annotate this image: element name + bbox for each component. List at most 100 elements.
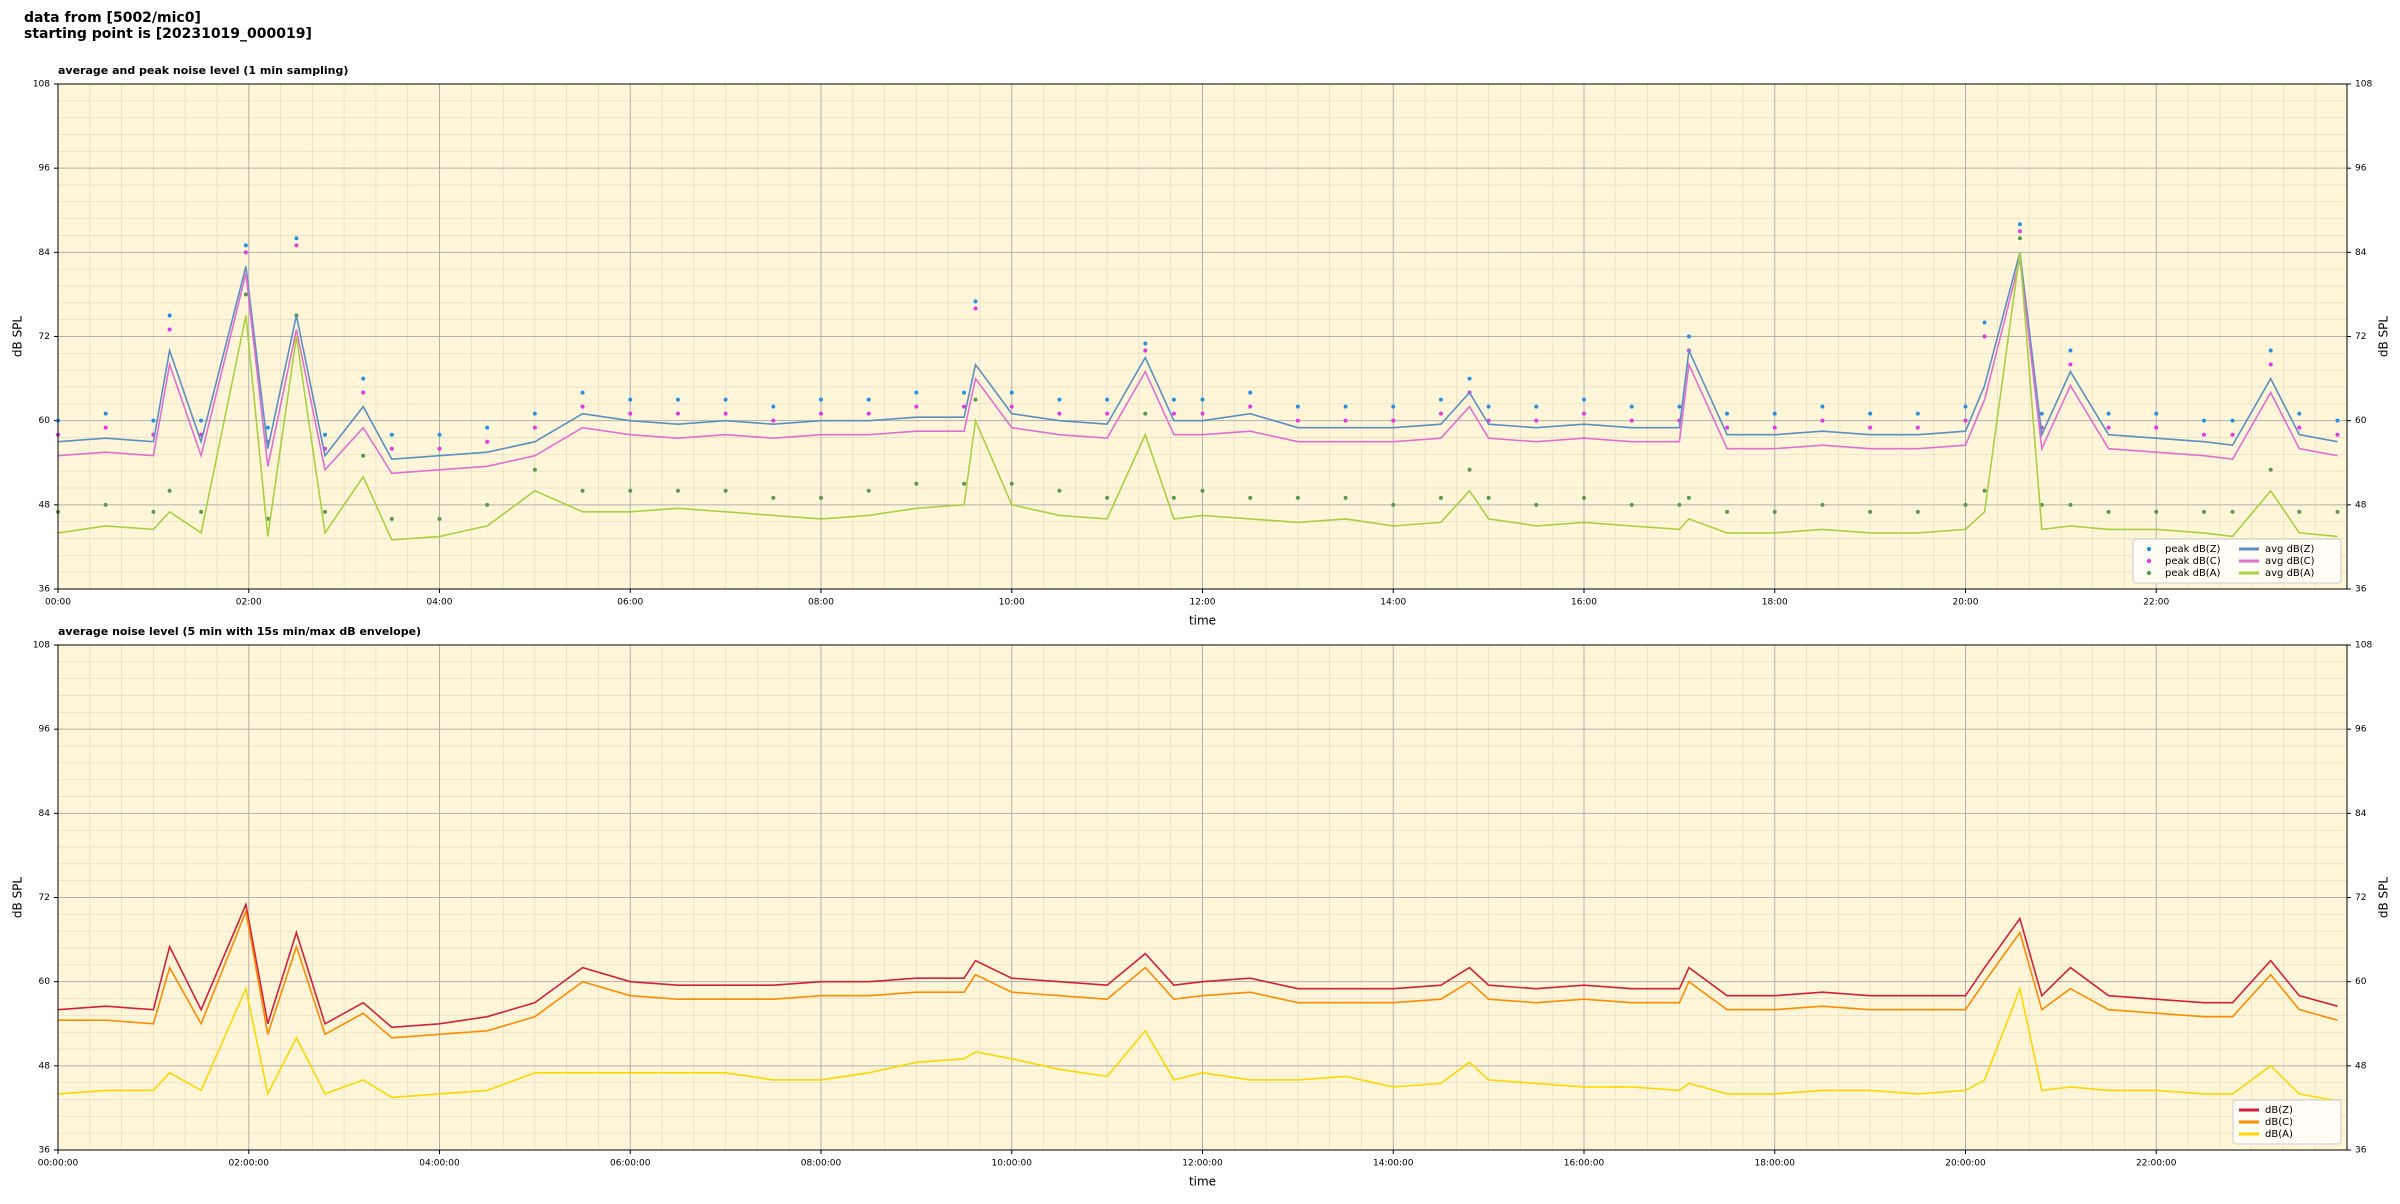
chart: average noise level (5 min with 15s min/…	[11, 625, 2391, 1189]
peak-point	[2154, 411, 2159, 416]
peak-point	[1438, 411, 1443, 416]
peak-point	[2230, 509, 2235, 514]
series-line	[57, 252, 2338, 461]
y-tick-label: 84	[39, 809, 51, 819]
peak-point	[323, 509, 328, 514]
peak-point	[2297, 425, 2302, 430]
peak-point	[1772, 411, 1777, 416]
peak-point	[914, 404, 919, 409]
peak-point	[1171, 411, 1176, 416]
peak-point	[1820, 418, 1825, 423]
peak-point	[628, 411, 633, 416]
peak-point	[2154, 425, 2159, 430]
peak-point	[1105, 397, 1110, 402]
peak-point	[1772, 509, 1777, 514]
legend-box	[2232, 1099, 2342, 1145]
peak-point	[1143, 348, 1148, 353]
y-axis-label-right: dB SPL	[2377, 877, 2391, 919]
y-tick-label-right: 60	[2355, 977, 2367, 987]
peak-point	[1343, 404, 1348, 409]
peak-point	[723, 488, 728, 493]
peak-point	[2017, 222, 2022, 227]
legend-box	[2132, 538, 2342, 584]
peak-point	[1868, 509, 1873, 514]
peak-point	[1534, 418, 1539, 423]
peak-point	[532, 425, 537, 430]
peak-point	[2268, 467, 2273, 472]
x-tick-label: 20:00:00	[1945, 1159, 1986, 1169]
peak-point	[1982, 320, 1987, 325]
peak-point	[973, 397, 978, 402]
peak-point	[167, 313, 172, 318]
peak-point	[2106, 411, 2111, 416]
peak-point	[1915, 509, 1920, 514]
peak-point	[723, 411, 728, 416]
y-tick-label-right: 72	[2355, 893, 2366, 903]
x-tick-label: 12:00:00	[1182, 1159, 1223, 1169]
peak-point	[1582, 397, 1586, 402]
peak-point	[389, 516, 394, 521]
peak-point	[1200, 488, 1205, 493]
peak-point	[628, 397, 633, 402]
peak-point	[485, 439, 490, 444]
legend-label: peak dB(A)	[2165, 568, 2221, 579]
x-tick-label: 06:00:00	[610, 1159, 651, 1169]
peak-point	[675, 397, 680, 402]
y-tick-label: 72	[39, 332, 50, 342]
peak-point	[914, 481, 919, 486]
x-tick-label: 16:00	[1571, 598, 1597, 608]
peak-point	[1772, 425, 1777, 430]
peak-point	[323, 432, 328, 437]
peak-point	[151, 509, 156, 514]
peak-point	[1963, 418, 1968, 423]
peak-point	[151, 418, 156, 423]
peak-point	[1343, 418, 1348, 423]
legend-label: peak dB(C)	[2165, 556, 2221, 567]
peak-point	[389, 446, 394, 451]
peak-point	[1686, 334, 1691, 339]
legend-label: avg dB(Z)	[2265, 544, 2315, 555]
peak-point	[1343, 495, 1348, 500]
peak-point	[819, 495, 823, 500]
peak-point	[103, 502, 108, 507]
peak-point	[2335, 418, 2340, 423]
y-tick-label-right: 96	[2355, 725, 2367, 735]
x-tick-label: 08:00:00	[801, 1159, 842, 1169]
x-tick-label: 12:00	[1190, 598, 1216, 608]
series-line	[58, 908, 2338, 1039]
peak-point	[1057, 411, 1062, 416]
peak-point	[103, 411, 108, 416]
peak-point	[973, 299, 978, 304]
peak-point	[437, 432, 442, 437]
x-tick-label: 20:00	[1953, 598, 1979, 608]
y-tick-label: 108	[33, 641, 50, 651]
x-tick-label: 04:00:00	[419, 1159, 460, 1169]
peak-point	[1009, 481, 1014, 486]
x-tick-label: 00:00	[45, 598, 71, 608]
peak-point	[2106, 425, 2111, 430]
peak-point	[771, 418, 776, 423]
legend-label: avg dB(C)	[2265, 556, 2315, 567]
peak-point	[1582, 495, 1586, 500]
y-tick-label: 72	[39, 893, 50, 903]
y-tick-label-right: 36	[2355, 1146, 2367, 1156]
peak-point	[1248, 495, 1253, 500]
peak-point	[1820, 404, 1825, 409]
y-tick-label: 36	[39, 585, 51, 595]
x-tick-label: 08:00	[808, 598, 834, 608]
series-line	[57, 901, 2338, 1029]
peak-point	[485, 502, 490, 507]
peak-point	[389, 432, 394, 437]
peak-point	[1686, 495, 1691, 500]
page-title: data from [5002/mic0]	[24, 10, 201, 26]
peak-point	[1725, 509, 1730, 514]
peak-point	[485, 425, 490, 430]
chart-title: average and peak noise level (1 min samp…	[58, 64, 348, 77]
y-tick-label: 60	[39, 977, 51, 987]
peak-point	[1725, 411, 1730, 416]
x-tick-label: 02:00:00	[229, 1159, 270, 1169]
peak-point	[361, 376, 366, 381]
legend-label: dB(Z)	[2265, 1105, 2293, 1116]
y-tick-label-right: 36	[2355, 585, 2367, 595]
